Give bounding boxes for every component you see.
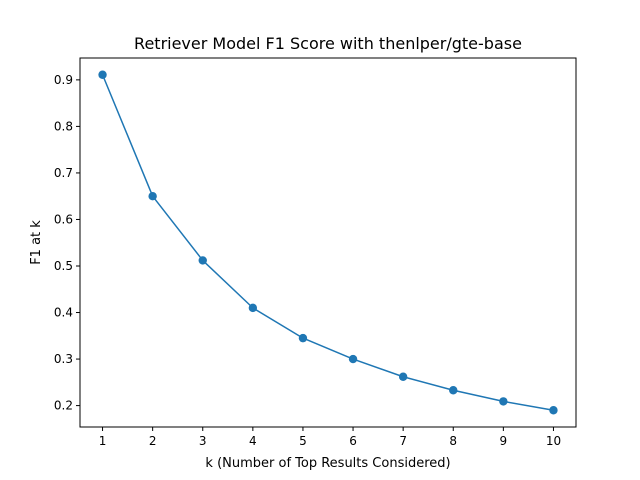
data-point <box>198 256 207 265</box>
x-tick-label: 6 <box>349 434 357 448</box>
x-tick-label: 4 <box>249 434 257 448</box>
y-tick-label: 0.9 <box>54 73 73 87</box>
x-tick-label: 10 <box>546 434 561 448</box>
y-tick-label: 0.5 <box>54 259 73 273</box>
x-tick-label: 7 <box>399 434 407 448</box>
data-point <box>248 303 258 313</box>
ticks-layer: 1 2 3 4 5 6 7 8 9 10 0.2 0.3 0.4 0.5 0.6 0.7 0.8 0.9 <box>54 73 561 448</box>
data-point <box>98 70 107 79</box>
x-tick-label: 3 <box>199 434 207 448</box>
series-line <box>101 74 554 411</box>
series-layer <box>98 70 558 415</box>
y-tick-label: 0.8 <box>54 119 73 133</box>
data-point <box>549 406 558 415</box>
data-point <box>148 192 157 201</box>
y-tick-label: 0.3 <box>54 352 73 366</box>
chart-title: Retriever Model F1 Score with thenlper/g… <box>134 34 522 53</box>
y-axis-label: F1 at k <box>29 220 44 265</box>
data-point <box>499 397 508 406</box>
plot-area <box>80 58 576 427</box>
y-tick-label: 0.2 <box>54 399 73 413</box>
x-axis-label: k (Number of Top Results Considered) <box>205 456 450 471</box>
y-tick-label: 0.6 <box>54 212 73 226</box>
data-point <box>449 386 458 395</box>
x-tick-label: 5 <box>299 434 307 448</box>
data-point <box>348 354 358 364</box>
data-point <box>398 372 408 381</box>
x-tick-label: 8 <box>449 434 457 448</box>
y-tick-label: 0.4 <box>54 306 73 320</box>
x-tick-label: 1 <box>99 434 107 448</box>
y-tick-label: 0.7 <box>54 166 73 180</box>
x-tick-label: 9 <box>500 434 508 448</box>
plot-frame <box>79 57 577 428</box>
data-point <box>298 333 308 343</box>
x-tick-label: 2 <box>149 434 157 448</box>
